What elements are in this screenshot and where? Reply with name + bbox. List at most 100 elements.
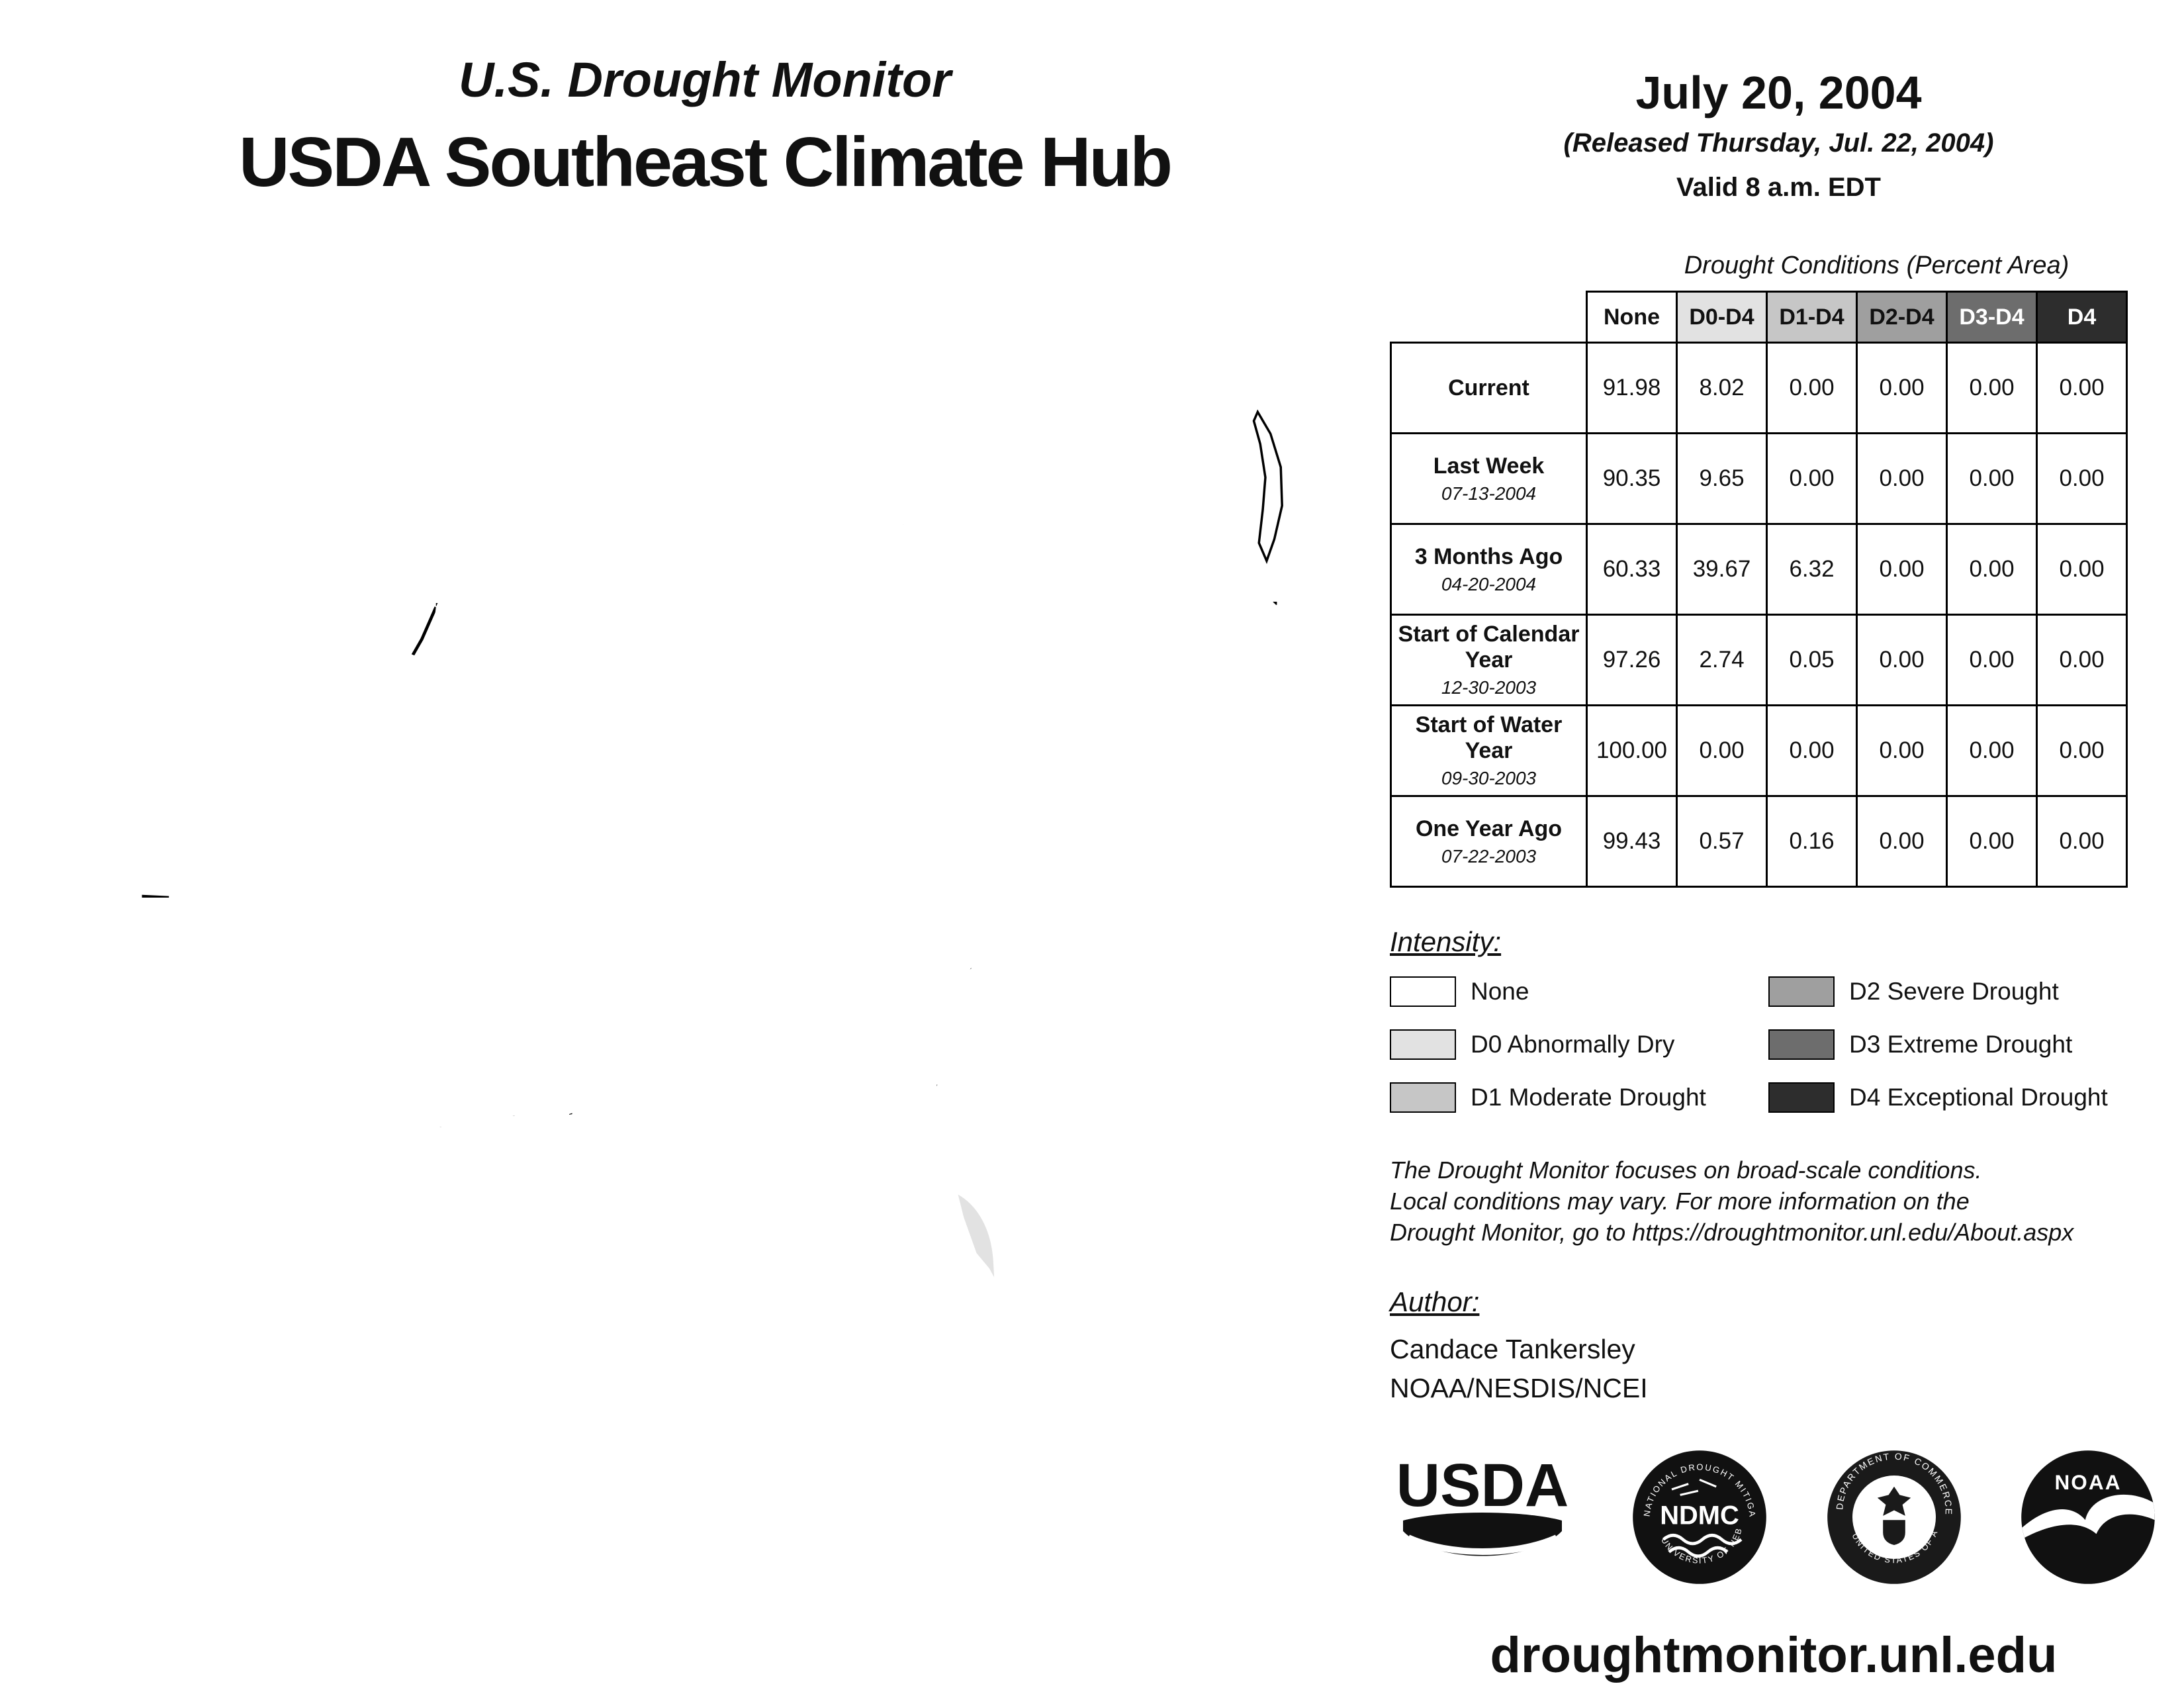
col-header-d1d4: D1-D4 [1766,291,1858,344]
value-cell: 0.00 [1766,432,1858,525]
legend-label: D4 Exceptional Drought [1849,1084,2108,1111]
value-cell: 0.00 [1946,432,2038,525]
value-cell: 6.32 [1766,523,1858,616]
ndmc-logo-text: NDMC [1661,1501,1740,1530]
southeast-drought-map [73,354,1343,1638]
usda-logo: USDA [1396,1452,1569,1556]
value-cell: 100.00 [1586,704,1678,797]
map-date: July 20, 2004 [1635,67,1922,118]
value-cell: 0.00 [1676,704,1768,797]
value-cell: 0.00 [2036,614,2128,706]
row-date: 12-30-2003 [1441,677,1537,698]
value-cell: 0.00 [1766,342,1858,434]
value-cell: 91.98 [1586,342,1678,434]
value-cell: 0.00 [1946,523,2038,616]
col-header-d3d4: D3-D4 [1946,291,2038,344]
disclaimer-text: The Drought Monitor focuses on broad-sca… [1390,1155,2167,1248]
noaa-bird-swoosh [2021,1495,2155,1540]
value-cell: 0.00 [1856,704,1948,797]
row-label: Start of Water Year [1415,712,1563,763]
value-cell: 0.00 [2036,795,2128,888]
commerce-emblem-eagle [1877,1487,1911,1517]
value-cell: 39.67 [1676,523,1768,616]
legend-swatch-none [1390,976,1456,1007]
value-cell: 0.00 [1856,432,1948,525]
table-row-3-months-ago: 3 Months Ago 04-20-2004 60.33 39.67 6.32… [1390,523,2128,616]
value-cell: 97.26 [1586,614,1678,706]
table-header-row: None D0-D4 D1-D4 D2-D4 D3-D4 D4 [1391,291,2128,344]
legend-label: D3 Extreme Drought [1849,1031,2073,1058]
usda-logo-text: USDA [1396,1452,1569,1519]
value-cell: 8.02 [1676,342,1768,434]
table-row-current: Current 91.98 8.02 0.00 0.00 0.00 0.00 [1390,342,2128,434]
col-header-none: None [1586,291,1678,344]
row-date: 04-20-2004 [1441,573,1537,594]
row-label: Last Week [1433,453,1545,479]
drought-conditions-table: None D0-D4 D1-D4 D2-D4 D3-D4 D4 Current … [1390,291,2128,888]
legend-swatch-d4 [1768,1082,1835,1113]
table-corner-cell [1391,292,1587,343]
noaa-logo-text: NOAA [2054,1470,2121,1494]
value-cell: 0.00 [2036,704,2128,797]
website-url: droughtmonitor.unl.edu [1490,1627,2058,1684]
usdm-brand-title: U.S. Drought Monitor [459,52,951,107]
noaa-logo: NOAA [2021,1450,2155,1585]
legend-swatch-d3 [1768,1029,1835,1060]
row-label: Start of Calendar Year [1398,622,1580,673]
right-panel: July 20, 2004 (Released Thursday, Jul. 2… [1390,66,2167,1684]
table-title: Drought Conditions (Percent Area) [1684,252,2070,279]
agency-logos: USDA NDMC NATIONAL DROUGHT MITIGATION CE… [1390,1448,2158,1587]
row-date: 07-22-2003 [1441,845,1537,867]
row-date: 07-13-2004 [1441,483,1537,504]
value-cell: 0.00 [1856,523,1948,616]
commerce-seal: DEPARTMENT OF COMMERCE UNITED STATES OF … [1825,1448,1961,1585]
table-row-one-year-ago: One Year Ago 07-22-2003 99.43 0.57 0.16 … [1390,795,2128,888]
value-cell: 0.00 [1946,795,2038,888]
intensity-legend: None D0 Abnormally Dry D1 Moderate Droug… [1390,976,2167,1113]
legend-swatch-d1 [1390,1082,1456,1113]
legend-item-d2: D2 Severe Drought [1768,976,2108,1007]
value-cell: 0.16 [1766,795,1858,888]
disclaimer-line: Local conditions may vary. For more info… [1390,1187,1970,1215]
legend-label: D2 Severe Drought [1849,978,2059,1005]
value-cell: 0.00 [1946,704,2038,797]
usda-swoosh-highlight [1406,1534,1559,1556]
region-title: USDA Southeast Climate Hub [238,123,1173,201]
value-cell: 60.33 [1586,523,1678,616]
value-cell: 2.74 [1676,614,1768,706]
region-outer-border [134,365,1301,1573]
value-cell: 0.00 [2036,342,2128,434]
value-cell: 0.00 [1946,614,2038,706]
legend-item-d1: D1 Moderate Drought [1390,1082,1768,1113]
legend-swatch-d2 [1768,976,1835,1007]
value-cell: 0.00 [1856,342,1948,434]
disclaimer-line: The Drought Monitor focuses on broad-sca… [1390,1156,1982,1184]
table-row-start-calendar-year: Start of Calendar Year 12-30-2003 97.26 … [1390,614,2128,706]
row-label: 3 Months Ago [1414,543,1563,569]
ndmc-crack-lines [1671,1479,1717,1497]
value-cell: 0.00 [1856,795,1948,888]
legend-item-d0: D0 Abnormally Dry [1390,1029,1768,1060]
value-cell: 99.43 [1586,795,1678,888]
table-row-start-water-year: Start of Water Year 09-30-2003 100.00 0.… [1390,704,2128,797]
value-cell: 0.00 [2036,523,2128,616]
map-svg [73,354,1343,1638]
ndmc-wave-lines [1662,1534,1743,1558]
legend-item-none: None [1390,976,1768,1007]
row-label: Current [1448,375,1529,400]
legend-label: None [1471,978,1529,1005]
legend-label: D0 Abnormally Dry [1471,1031,1675,1058]
row-label: One Year Ago [1415,816,1563,841]
legend-item-d4: D4 Exceptional Drought [1768,1082,2108,1113]
delmarva-peninsula [1252,409,1283,565]
author-organization: NOAA/NESDIS/NCEI [1390,1373,1648,1404]
value-cell: 0.00 [1766,704,1858,797]
col-header-d0d4: D0-D4 [1676,291,1768,344]
valid-time: Valid 8 a.m. EDT [1676,173,1881,202]
disclaimer-line: Drought Monitor, go to https://droughtmo… [1390,1218,2074,1246]
value-cell: 0.00 [2036,432,2128,525]
col-header-d2d4: D2-D4 [1856,291,1948,344]
legend-item-d3: D3 Extreme Drought [1768,1029,2108,1060]
value-cell: 0.00 [1946,342,2038,434]
ndmc-logo: NDMC NATIONAL DROUGHT MITIGATION CENTER … [1630,1448,1767,1585]
